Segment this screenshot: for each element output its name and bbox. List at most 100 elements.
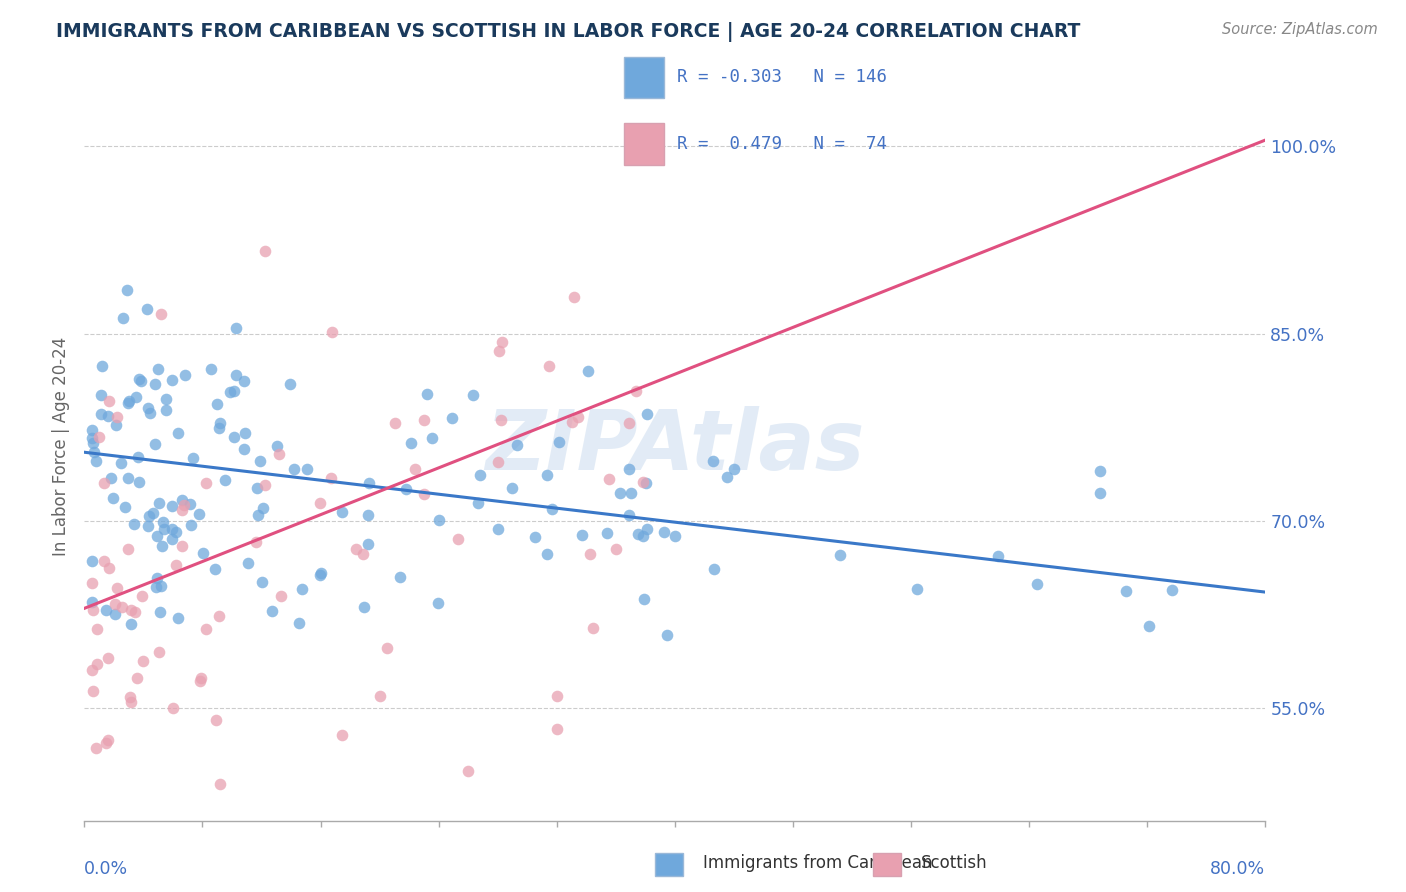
Point	[605, 542, 627, 557]
Point	[165, 558, 187, 572]
Point	[111, 310, 134, 325]
Point	[105, 581, 128, 595]
Point	[309, 496, 332, 510]
Point	[152, 516, 174, 530]
Point	[160, 522, 183, 536]
Point	[117, 471, 139, 485]
Point	[830, 549, 852, 563]
Point	[83, 444, 105, 458]
Point	[461, 388, 484, 402]
Point	[80, 430, 103, 444]
Point	[384, 416, 406, 430]
Point	[224, 429, 246, 443]
FancyBboxPatch shape	[624, 57, 664, 98]
Point	[440, 410, 463, 425]
Point	[172, 540, 194, 554]
Point	[233, 442, 256, 456]
Point	[80, 663, 103, 677]
Point	[138, 509, 160, 524]
Point	[104, 607, 127, 622]
Point	[1088, 486, 1111, 500]
Point	[636, 522, 658, 536]
Point	[457, 764, 479, 778]
Point	[90, 407, 112, 421]
Point	[115, 283, 138, 297]
Point	[110, 456, 132, 470]
Point	[1160, 582, 1182, 597]
Point	[82, 603, 104, 617]
Text: IMMIGRANTS FROM CARIBBEAN VS SCOTTISH IN LABOR FORCE | AGE 20-24 CORRELATION CHA: IMMIGRANTS FROM CARIBBEAN VS SCOTTISH IN…	[56, 22, 1081, 42]
Point	[330, 505, 353, 519]
Point	[1137, 619, 1160, 633]
Point	[562, 290, 585, 304]
Point	[146, 361, 169, 376]
Point	[404, 462, 426, 476]
Point	[128, 475, 150, 489]
Point	[420, 431, 443, 445]
Point	[321, 471, 343, 485]
Point	[86, 622, 108, 636]
Text: 80.0%: 80.0%	[1211, 860, 1265, 878]
Point	[288, 616, 311, 631]
Point	[412, 487, 434, 501]
Point	[193, 546, 215, 560]
Point	[486, 522, 509, 536]
Point	[188, 507, 211, 521]
Point	[624, 384, 647, 399]
Point	[636, 407, 658, 421]
Point	[167, 425, 190, 440]
Point	[97, 650, 120, 665]
Point	[357, 508, 380, 523]
Point	[97, 409, 120, 424]
Point	[145, 580, 167, 594]
Point	[97, 733, 120, 747]
Point	[181, 450, 204, 465]
Point	[118, 690, 141, 704]
Point	[114, 500, 136, 514]
FancyBboxPatch shape	[624, 123, 664, 164]
Point	[208, 421, 231, 435]
Point	[179, 497, 201, 511]
Point	[716, 470, 738, 484]
Point	[204, 561, 226, 575]
Point	[152, 539, 174, 553]
Point	[136, 301, 159, 316]
Point	[214, 473, 236, 487]
Point	[118, 393, 141, 408]
Point	[97, 393, 120, 408]
Point	[617, 461, 640, 475]
Text: ZIPAtlas: ZIPAtlas	[485, 406, 865, 486]
Point	[427, 596, 450, 610]
Point	[82, 423, 104, 437]
Point	[596, 525, 619, 540]
Point	[160, 373, 183, 387]
Text: 0.0%: 0.0%	[84, 860, 128, 878]
Point	[546, 689, 568, 703]
Point	[330, 728, 353, 742]
Point	[389, 570, 412, 584]
Point	[291, 582, 314, 597]
Point	[155, 392, 177, 406]
Point	[321, 326, 343, 340]
Point	[578, 547, 600, 561]
Point	[172, 503, 194, 517]
Point	[80, 554, 103, 568]
Point	[541, 502, 564, 516]
Text: R = -0.303   N = 146: R = -0.303 N = 146	[676, 69, 887, 87]
Point	[205, 397, 228, 411]
Text: Scottish: Scottish	[921, 855, 987, 872]
Point	[233, 374, 256, 388]
Text: Source: ZipAtlas.com: Source: ZipAtlas.com	[1222, 22, 1378, 37]
Point	[657, 628, 679, 642]
Point	[470, 467, 492, 482]
Point	[253, 477, 276, 491]
Point	[246, 482, 269, 496]
Point	[225, 368, 247, 383]
Point	[94, 603, 117, 617]
Point	[173, 498, 195, 512]
Point	[111, 599, 134, 614]
Point	[467, 496, 489, 510]
Point	[82, 435, 104, 450]
Point	[136, 401, 159, 415]
Point	[98, 561, 121, 575]
